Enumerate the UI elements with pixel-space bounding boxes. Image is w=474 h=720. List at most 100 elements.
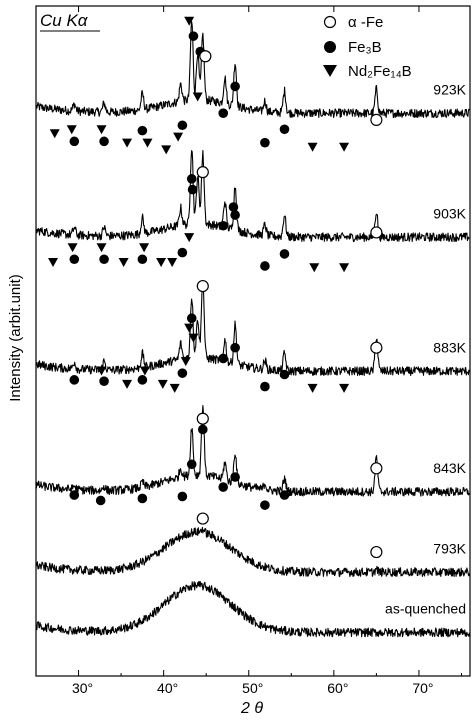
fe3b-marker xyxy=(69,254,80,265)
nd2fe14b-marker xyxy=(142,138,153,148)
series-line-883K xyxy=(35,282,470,377)
series-label: as-quenched xyxy=(385,601,466,617)
fe3b-marker xyxy=(260,261,270,271)
alpha-fe-marker xyxy=(196,279,209,293)
nd2fe14b-marker xyxy=(184,233,195,243)
fe3b-marker xyxy=(95,495,106,506)
fe3b-marker xyxy=(260,500,270,510)
fe3b-marker xyxy=(69,490,80,500)
fe3b-marker xyxy=(279,490,290,500)
fe3b-marker xyxy=(99,376,109,387)
nd2fe14b-marker xyxy=(118,257,129,267)
fe3b-marker xyxy=(230,210,240,220)
series-label: 793K xyxy=(433,540,466,556)
fe3b-marker xyxy=(230,342,240,353)
fe3b-marker xyxy=(69,375,80,385)
nd2fe14b-marker xyxy=(173,132,184,142)
nd2fe14b-marker xyxy=(169,383,180,393)
nd2fe14b-marker xyxy=(339,142,350,152)
series-line-as-quenched xyxy=(35,581,470,638)
series-traces xyxy=(35,20,470,638)
fe3b-marker xyxy=(99,254,109,265)
alpha-fe-marker xyxy=(370,341,383,354)
fe3b-marker xyxy=(137,493,148,504)
legend-label-nd2fe14b: Nd₂Fe₁₄B xyxy=(348,63,412,80)
fe3b-marker xyxy=(137,254,148,265)
fe3b-marker xyxy=(137,125,148,136)
nd2fe14b-marker xyxy=(339,263,350,273)
fe3b-marker xyxy=(230,81,240,92)
legend-filled-circle-icon xyxy=(324,41,336,53)
nd2fe14b-marker xyxy=(156,257,167,267)
nd2fe14b-marker xyxy=(184,323,195,333)
nd2fe14b-marker xyxy=(339,383,350,393)
nd2fe14b-marker xyxy=(307,142,318,152)
x-tick-label: 40° xyxy=(157,680,178,696)
x-axis-label: 2 θ xyxy=(240,700,263,717)
legend: α -Fe Fe₃B Nd₂Fe₁₄B xyxy=(323,14,412,80)
nd2fe14b-marker xyxy=(192,92,203,102)
fe3b-marker xyxy=(186,174,197,184)
fe3b-marker xyxy=(218,482,229,492)
nd2fe14b-marker xyxy=(49,129,60,139)
x-tick-label: 70° xyxy=(412,680,433,696)
nd2fe14b-marker xyxy=(167,257,178,267)
x-tick-label: 30° xyxy=(72,680,93,696)
legend-open-circle-icon xyxy=(323,15,337,29)
alpha-fe-marker xyxy=(370,226,383,239)
nd2fe14b-marker xyxy=(180,357,191,367)
fe3b-marker xyxy=(188,31,199,41)
fe3b-marker xyxy=(260,137,270,148)
alpha-fe-marker xyxy=(196,412,209,425)
alpha-fe-marker xyxy=(196,166,209,179)
series-label: 883K xyxy=(433,339,466,355)
nd2fe14b-marker xyxy=(309,263,320,273)
fe3b-marker xyxy=(279,124,290,135)
phase-markers xyxy=(48,16,383,559)
fe3b-marker xyxy=(177,247,188,258)
fe3b-marker xyxy=(260,381,270,392)
series-labels: 923K 903K 883K 843K 793K as-quenched xyxy=(385,81,467,616)
alpha-fe-marker xyxy=(199,50,212,63)
fe3b-marker xyxy=(99,136,109,147)
fe3b-marker xyxy=(228,202,239,212)
nd2fe14b-marker xyxy=(96,243,107,253)
nd2fe14b-marker xyxy=(188,333,199,343)
series-line-843K xyxy=(35,404,470,497)
series-line-793K xyxy=(35,526,470,578)
fe3b-marker xyxy=(186,313,197,324)
series-label: 923K xyxy=(433,81,466,97)
nd2fe14b-marker xyxy=(307,383,318,393)
plot-frame xyxy=(35,5,471,677)
fe3b-marker xyxy=(218,220,229,231)
chart-title: Cu Kα xyxy=(40,11,89,30)
legend-triangle-icon xyxy=(323,65,337,77)
alpha-fe-marker xyxy=(370,113,383,127)
nd2fe14b-marker xyxy=(184,16,195,26)
nd2fe14b-marker xyxy=(157,379,168,389)
nd2fe14b-marker xyxy=(139,366,150,376)
nd2fe14b-marker xyxy=(161,145,172,155)
fe3b-marker xyxy=(187,184,198,195)
fe3b-marker xyxy=(69,136,80,147)
y-axis-label: Intensity (arbit.unit) xyxy=(7,274,24,402)
x-axis-ticks: 30° 40° 50° 60° 70° xyxy=(35,6,462,696)
fe3b-marker xyxy=(230,472,240,482)
fe3b-marker xyxy=(218,108,229,118)
fe3b-marker xyxy=(279,249,290,259)
series-line-923K xyxy=(35,20,470,119)
series-label: 903K xyxy=(433,205,466,221)
nd2fe14b-marker xyxy=(139,243,150,253)
fe3b-marker xyxy=(197,424,208,435)
legend-label-fe3b: Fe₃B xyxy=(348,39,382,56)
x-tick-label: 60° xyxy=(327,680,348,696)
fe3b-marker xyxy=(177,491,188,502)
nd2fe14b-marker xyxy=(122,138,133,148)
fe3b-marker xyxy=(218,353,229,364)
legend-label-alpha-fe: α -Fe xyxy=(348,14,383,31)
nd2fe14b-marker xyxy=(48,257,59,267)
fe3b-marker xyxy=(186,459,197,470)
alpha-fe-marker xyxy=(370,545,383,559)
series-line-903K xyxy=(35,150,470,243)
